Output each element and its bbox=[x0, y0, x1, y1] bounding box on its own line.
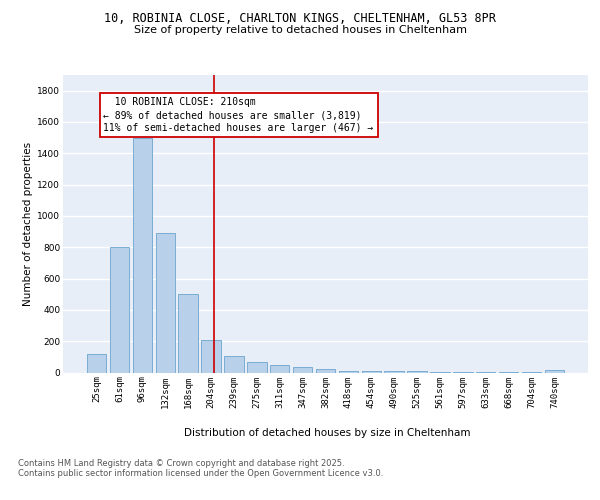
Bar bbox=[155, 233, 175, 372]
Bar bbox=[338, 371, 358, 372]
Bar bbox=[316, 368, 335, 372]
Bar bbox=[293, 367, 313, 372]
Text: Contains public sector information licensed under the Open Government Licence v3: Contains public sector information licen… bbox=[18, 468, 383, 477]
Bar bbox=[247, 362, 266, 372]
Bar bbox=[545, 370, 564, 372]
Bar bbox=[87, 354, 106, 372]
Y-axis label: Number of detached properties: Number of detached properties bbox=[23, 142, 33, 306]
Bar bbox=[407, 371, 427, 372]
Bar bbox=[362, 371, 381, 372]
Text: 10, ROBINIA CLOSE, CHARLTON KINGS, CHELTENHAM, GL53 8PR: 10, ROBINIA CLOSE, CHARLTON KINGS, CHELT… bbox=[104, 12, 496, 26]
Bar bbox=[270, 366, 289, 372]
Text: Size of property relative to detached houses in Cheltenham: Size of property relative to detached ho… bbox=[133, 25, 467, 35]
Bar bbox=[133, 138, 152, 372]
Bar bbox=[110, 247, 129, 372]
Bar bbox=[202, 340, 221, 372]
Text: Distribution of detached houses by size in Cheltenham: Distribution of detached houses by size … bbox=[184, 428, 470, 438]
Bar bbox=[224, 356, 244, 372]
Text: Contains HM Land Registry data © Crown copyright and database right 2025.: Contains HM Land Registry data © Crown c… bbox=[18, 458, 344, 468]
Text: 10 ROBINIA CLOSE: 210sqm
← 89% of detached houses are smaller (3,819)
11% of sem: 10 ROBINIA CLOSE: 210sqm ← 89% of detach… bbox=[103, 97, 374, 134]
Bar bbox=[178, 294, 198, 372]
Bar bbox=[385, 371, 404, 372]
